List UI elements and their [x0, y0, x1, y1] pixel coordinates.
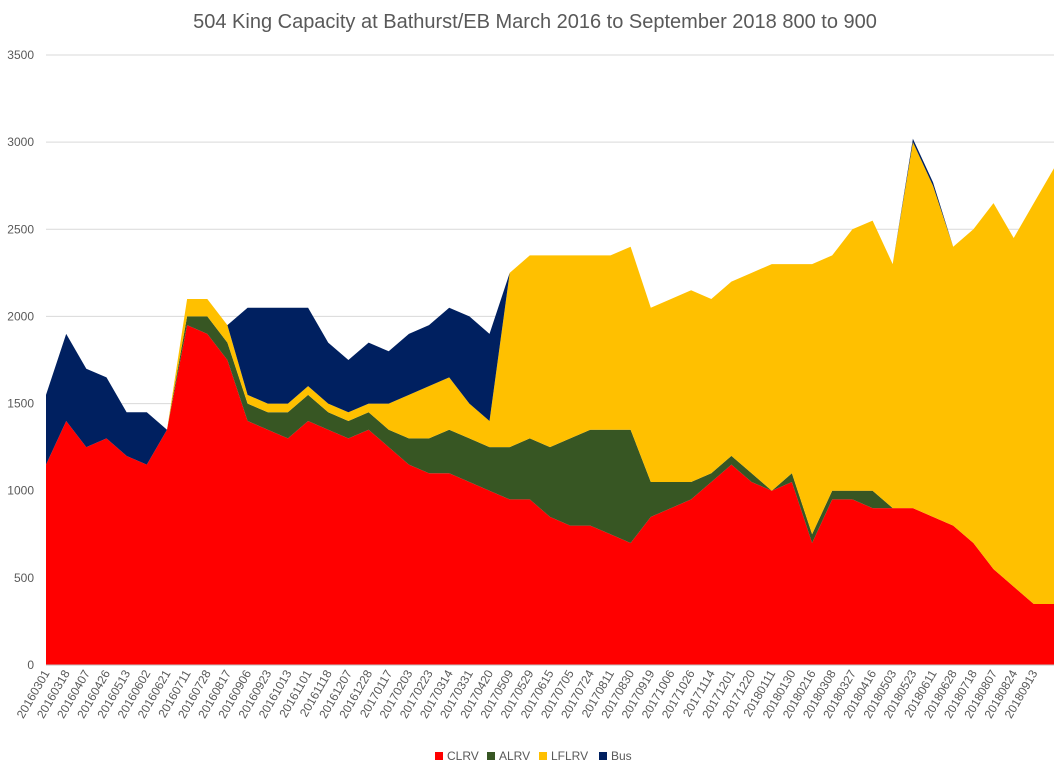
- legend: CLRV ALRV LFLRV Bus: [435, 749, 632, 763]
- y-tick-label: 1500: [7, 397, 34, 411]
- y-tick-label: 2000: [7, 309, 34, 323]
- legend-label-bus: Bus: [611, 749, 632, 763]
- series-areas: [46, 138, 1054, 665]
- y-tick-label: 500: [14, 571, 34, 585]
- legend-swatch-alrv: [487, 752, 495, 760]
- area-lflrv: [46, 142, 1054, 604]
- chart-title: 504 King Capacity at Bathurst/EB March 2…: [193, 11, 877, 33]
- y-tick-label: 2500: [7, 222, 34, 236]
- area-clrv: [46, 325, 1054, 665]
- y-tick-label: 3000: [7, 135, 34, 149]
- legend-swatch-clrv: [435, 752, 443, 760]
- legend-label-clrv: CLRV: [447, 749, 479, 763]
- legend-label-alrv: ALRV: [499, 749, 530, 763]
- legend-swatch-bus: [599, 752, 607, 760]
- y-tick-label: 0: [27, 658, 34, 672]
- area-alrv: [46, 316, 1054, 604]
- y-tick-label: 1000: [7, 484, 34, 498]
- legend-label-lflrv: LFLRV: [551, 749, 588, 763]
- legend-swatch-lflrv: [539, 752, 547, 760]
- y-tick-label: 3500: [7, 48, 34, 62]
- area-bus: [46, 138, 1054, 465]
